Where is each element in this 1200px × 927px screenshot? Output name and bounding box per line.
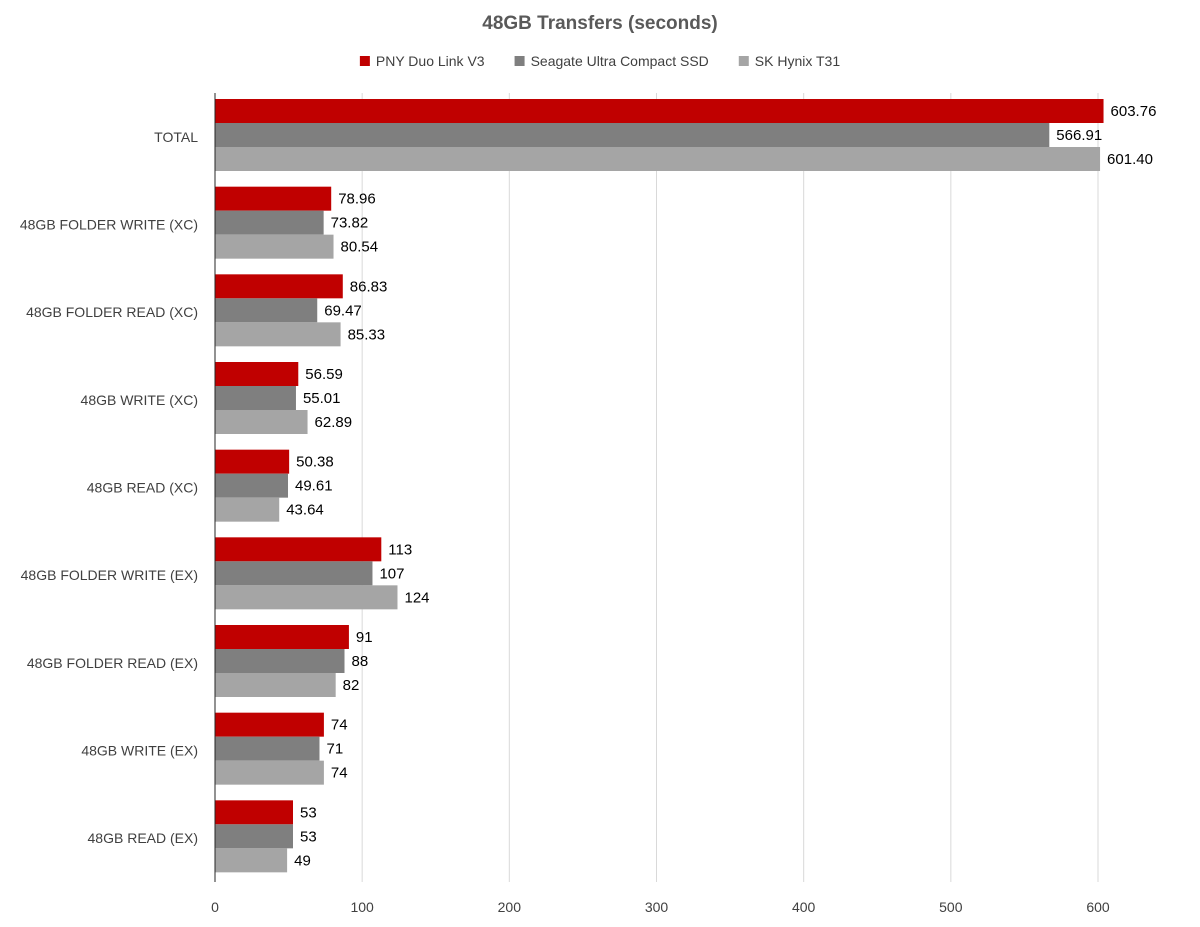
data-labels: 603.76 566.91 601.40 78.96 73.82 80.54 86.83 69… <box>286 103 1156 869</box>
data-label: 71 <box>326 741 343 758</box>
bar <box>215 210 324 235</box>
x-tick-label-200: 200 <box>498 899 522 915</box>
legend-item: Seagate Ultra Compact SSD <box>514 53 709 69</box>
chart-title: 48GB Transfers (seconds) <box>482 13 717 34</box>
bar <box>215 322 341 347</box>
bar <box>215 386 296 410</box>
bar <box>215 736 320 761</box>
data-label: 107 <box>379 565 404 582</box>
gridlines <box>361 93 1099 882</box>
data-label: 43.64 <box>286 502 324 519</box>
data-label: 74 <box>331 717 348 734</box>
category-labels: TOTAL 48GB FOLDER WRITE (XC) 48GB FOLDER R… <box>20 129 198 846</box>
bar <box>215 298 318 323</box>
bar <box>215 473 289 498</box>
legend-item: SK Hynix T31 <box>738 53 841 69</box>
data-label: 49 <box>294 852 311 869</box>
bar <box>215 410 308 434</box>
bar <box>215 234 334 259</box>
legend-swatch <box>359 56 370 66</box>
legend-swatch <box>514 56 525 66</box>
bar <box>215 123 1050 147</box>
category-label: 48GB FOLDER WRITE (XC) <box>20 217 198 233</box>
bar <box>215 824 293 849</box>
bar <box>215 712 324 737</box>
data-label: 91 <box>356 629 373 646</box>
x-tick-label-600: 600 <box>1086 899 1110 915</box>
bar <box>215 561 373 586</box>
bar <box>215 99 1104 123</box>
data-label: 85.33 <box>348 326 386 343</box>
bar <box>215 625 349 649</box>
data-label: 113 <box>388 541 412 558</box>
category-label: 48GB WRITE (XC) <box>81 392 198 408</box>
data-label: 124 <box>404 589 429 606</box>
x-tick-label-100: 100 <box>350 899 374 915</box>
bar <box>215 449 290 474</box>
x-tick-labels: 0 100 200 300 400 500 600 <box>211 899 1110 915</box>
legend: PNY Duo Link V3 Seagate Ultra Compact SSD… <box>359 53 841 69</box>
category-label: 48GB FOLDER READ (EX) <box>27 655 198 671</box>
category-label: TOTAL <box>154 129 198 145</box>
x-tick-label-500: 500 <box>939 899 963 915</box>
bar <box>215 497 280 522</box>
category-label: 48GB READ (XC) <box>87 480 198 496</box>
bar <box>215 147 1101 171</box>
bar <box>215 760 324 785</box>
data-label: 55.01 <box>303 390 341 407</box>
data-label: 62.89 <box>315 414 353 431</box>
data-label: 49.61 <box>295 478 333 495</box>
data-label: 56.59 <box>305 366 343 383</box>
data-label: 601.40 <box>1107 151 1153 168</box>
x-tick-label-0: 0 <box>211 899 219 915</box>
category-label: 48GB FOLDER READ (XC) <box>26 304 198 320</box>
x-tick-label-300: 300 <box>645 899 669 915</box>
bar <box>215 537 382 562</box>
bar <box>215 649 345 673</box>
category-label: 48GB FOLDER WRITE (EX) <box>21 567 198 583</box>
data-label: 73.82 <box>331 215 369 232</box>
legend-label: Seagate Ultra Compact SSD <box>531 53 709 69</box>
data-label: 603.76 <box>1111 103 1157 120</box>
data-label: 69.47 <box>324 302 362 319</box>
data-label: 82 <box>343 677 360 694</box>
bar <box>215 800 293 825</box>
category-label: 48GB WRITE (EX) <box>81 743 198 759</box>
data-label: 80.54 <box>341 239 379 256</box>
legend-label: SK Hynix T31 <box>755 53 841 69</box>
data-label: 53 <box>300 804 317 821</box>
data-label: 86.83 <box>350 278 388 295</box>
data-label: 50.38 <box>296 454 334 471</box>
legend-label: PNY Duo Link V3 <box>376 53 485 69</box>
data-label: 78.96 <box>338 191 376 208</box>
legend-item: PNY Duo Link V3 <box>359 53 485 69</box>
x-tick-label-400: 400 <box>792 899 816 915</box>
bars <box>215 99 1104 873</box>
bar <box>215 848 288 873</box>
bar <box>215 585 398 610</box>
data-label: 566.91 <box>1056 127 1102 144</box>
category-label: 48GB READ (EX) <box>88 830 198 846</box>
legend-swatch <box>738 56 749 66</box>
data-label: 88 <box>352 653 369 670</box>
bar <box>215 362 299 386</box>
bar <box>215 274 343 299</box>
data-label: 53 <box>300 828 317 845</box>
bar <box>215 673 336 697</box>
bar <box>215 186 332 211</box>
data-label: 74 <box>331 765 348 782</box>
